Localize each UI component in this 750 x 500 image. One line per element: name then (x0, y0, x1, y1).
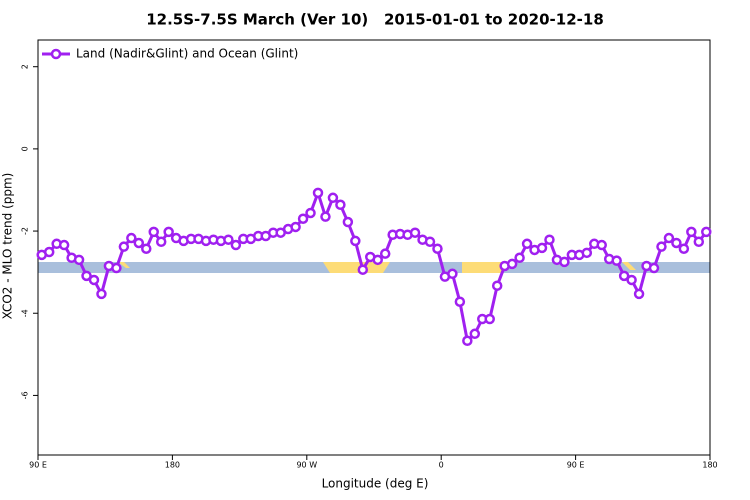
data-point (686, 226, 697, 238)
data-point (335, 199, 346, 211)
data-point (155, 236, 167, 247)
data-point (96, 288, 107, 300)
data-point (379, 248, 391, 259)
data-point (73, 254, 85, 266)
data-point (312, 187, 324, 199)
data-point (81, 270, 92, 282)
data-point (88, 274, 100, 286)
y-tick-label: -4 (21, 309, 30, 317)
land-band (323, 262, 390, 273)
data-point (611, 255, 622, 266)
x-axis-label: Longitude (deg E) (322, 477, 429, 491)
x-tick-label: 90 E (29, 461, 47, 470)
data-point (372, 254, 383, 266)
data-point (432, 243, 443, 254)
data-point (633, 288, 645, 300)
data-point (350, 235, 361, 247)
x-tick-label: 90 E (567, 461, 585, 470)
data-point (424, 236, 436, 247)
x-tick-label: 90 W (296, 461, 317, 470)
data-point (163, 226, 174, 238)
legend-label: Land (Nadir&Glint) and Ocean (Glint) (76, 47, 298, 61)
land-band (462, 262, 506, 273)
surface-band (38, 262, 710, 273)
data-point (663, 232, 675, 244)
data-point (148, 226, 159, 238)
y-axis-label: XCO2 - MLO trend (ppm) (1, 173, 15, 320)
x-tick-label: 180 (702, 461, 717, 470)
data-point (544, 234, 555, 245)
data-point (701, 226, 712, 238)
y-tick-label: -6 (21, 391, 30, 399)
data-point (462, 335, 473, 347)
data-point (454, 296, 466, 307)
data-point (111, 262, 122, 274)
data-point (118, 241, 130, 252)
data-point (559, 256, 570, 268)
data-point (506, 258, 518, 270)
data-point (596, 239, 607, 251)
y-tick-label: 2 (21, 64, 30, 69)
data-point (409, 227, 421, 238)
data-point (133, 237, 145, 249)
data-point (141, 243, 152, 254)
data-point (693, 236, 705, 247)
data-point (484, 313, 495, 325)
chart-title: 12.5S-7.5S March (Ver 10) 2015-01-01 to … (146, 11, 604, 29)
data-point (581, 247, 593, 259)
data-point (626, 274, 637, 286)
data-point (342, 216, 354, 228)
data-point (126, 232, 137, 244)
y-tick-label: 0 (21, 146, 30, 151)
land-band (118, 262, 130, 268)
x-tick-label: 0 (439, 461, 444, 470)
data-point (656, 241, 667, 252)
data-point (305, 207, 316, 219)
data-point (469, 328, 481, 340)
data-point (327, 192, 339, 204)
data-point (514, 252, 525, 264)
data-point (521, 238, 533, 250)
data-point (58, 239, 70, 251)
data-point (618, 270, 630, 282)
data-point (230, 239, 242, 251)
legend-marker (50, 48, 62, 60)
y-tick-label: -2 (21, 227, 30, 235)
data-point (223, 234, 234, 245)
data-point (43, 246, 55, 258)
plot-frame (37, 39, 711, 456)
legend: Land (Nadir&Glint) and Ocean (Glint) (42, 47, 298, 61)
data-point (491, 280, 503, 291)
x-tick-label: 180 (165, 461, 180, 470)
land-band (622, 262, 636, 270)
data-point (648, 262, 660, 274)
data-point (357, 264, 369, 275)
data-point (536, 242, 548, 254)
data-point (447, 268, 458, 280)
data-point (290, 221, 301, 233)
data-point (678, 243, 690, 254)
data-point (297, 213, 309, 224)
data-point (320, 211, 331, 222)
data-point (671, 237, 682, 249)
